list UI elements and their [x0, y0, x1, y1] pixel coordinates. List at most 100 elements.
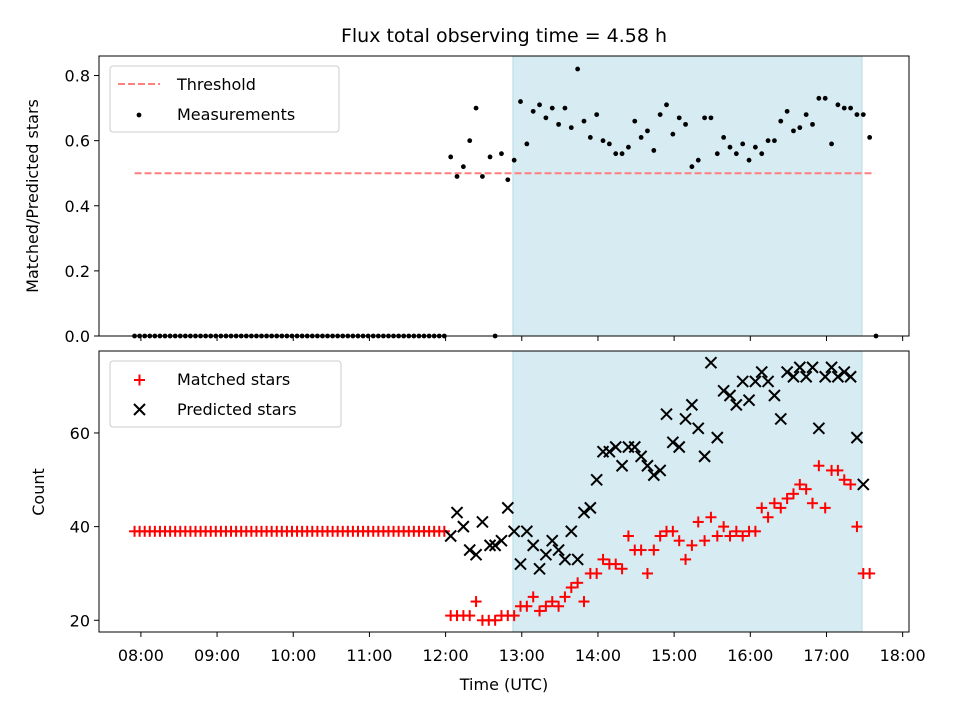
matched-stars-point	[737, 530, 749, 542]
count-panel: 20 40 60 08:00 09:00 10:00 11:00 12:00 13:00 14:…	[29, 350, 926, 694]
predicted-stars-point	[799, 370, 813, 383]
ratio-y-axis-label: Matched/Predicted stars	[23, 99, 42, 293]
measurements-point	[626, 144, 631, 150]
x-tick-label: 13:00	[499, 646, 545, 665]
matched-stars-point	[762, 511, 774, 523]
predicted-stars-point	[768, 389, 781, 402]
matched-stars-point	[597, 553, 609, 565]
measurements-point	[841, 105, 847, 111]
measurements-point	[587, 134, 593, 140]
matched-stars-point	[470, 596, 482, 608]
predicted-stars-point	[539, 548, 553, 561]
predicted-stars-point	[444, 529, 457, 543]
predicted-stars-point	[692, 422, 705, 435]
predicted-stars-point	[457, 520, 470, 533]
predicted-legend-marker	[133, 403, 146, 416]
measurements-point	[810, 121, 815, 127]
measurements-legend-marker	[136, 112, 142, 118]
x-tick-label: 10:00	[270, 646, 316, 665]
predicted-stars-point	[831, 370, 845, 383]
matched-legend-label: Matched stars	[177, 370, 290, 389]
measurements-point	[829, 141, 834, 147]
measurements-point	[746, 157, 752, 163]
measurements-legend-label: Measurements	[177, 105, 295, 124]
matched-stars-point	[673, 535, 685, 547]
predicted-stars-point	[546, 534, 559, 547]
predicted-stars-point	[806, 361, 819, 374]
matched-stars-point	[648, 544, 660, 556]
x-axis-label: Time (UTC)	[459, 675, 548, 694]
ratio-y-tick-label: 0.0	[65, 327, 90, 346]
measurements-point	[657, 112, 663, 118]
predicted-stars-point	[520, 525, 534, 538]
matched-stars-point	[699, 535, 711, 547]
ratio-legend-box	[109, 65, 340, 133]
predicted-stars-point	[844, 370, 857, 383]
measurements-point	[772, 138, 777, 144]
measurements-point	[670, 131, 676, 137]
measurements-point	[765, 138, 771, 144]
matched-legend-marker	[134, 374, 145, 386]
count-y-axis-label: Count	[29, 468, 48, 516]
count-legend-box	[109, 360, 342, 428]
predicted-stars-point	[653, 464, 667, 477]
predicted-stars-point	[507, 525, 521, 538]
x-tick-label: 11:00	[346, 646, 392, 665]
measurements-point	[556, 121, 561, 127]
matched-stars-point	[622, 530, 634, 542]
measurements-point	[581, 118, 587, 124]
measurements-point	[480, 174, 485, 179]
measurements-point	[778, 118, 784, 124]
matched-stars-point	[813, 460, 825, 472]
count-legend: Matched stars Predicted stars	[109, 360, 342, 428]
matched-stars-point	[572, 577, 584, 589]
predicted-stars-point	[609, 440, 622, 454]
measurements-point	[460, 164, 466, 170]
measurements-point	[740, 141, 746, 147]
matched-stars-point	[635, 544, 647, 556]
matched-stars-point	[692, 516, 704, 528]
matched-stars-point	[559, 591, 571, 603]
predicted-stars-point	[730, 398, 743, 412]
measurements-point	[575, 66, 581, 72]
measurements-point	[518, 99, 523, 104]
predicted-stars-point	[698, 450, 711, 463]
matched-stars-point	[800, 483, 812, 495]
x-tick-label: 08:00	[118, 646, 164, 665]
measurements-point	[651, 148, 657, 153]
measurements-point	[797, 125, 803, 131]
matched-stars-point	[508, 610, 520, 622]
measurements-point	[683, 121, 688, 127]
matched-stars-point	[546, 596, 558, 608]
measurements-point	[867, 134, 873, 140]
matched-stars-point	[654, 530, 666, 542]
chart-title: Flux total observing time = 4.58 h	[341, 25, 667, 47]
predicted-stars-point	[672, 440, 686, 454]
matched-stars-point	[787, 488, 799, 500]
predicted-stars-point	[584, 501, 597, 515]
ratio-y-tick-label: 0.8	[65, 67, 90, 86]
measurements-point	[695, 157, 701, 163]
measurements-point	[689, 164, 695, 170]
matched-stars-point	[565, 582, 577, 594]
predicted-stars-point	[558, 553, 572, 566]
matched-stars-point	[851, 521, 863, 533]
predicted-stars-point	[476, 515, 489, 529]
predicted-stars-point	[501, 501, 515, 515]
matched-stars-point	[749, 525, 761, 537]
predicted-stars-point	[780, 365, 794, 379]
matched-stars-point	[819, 502, 831, 514]
measurements-point	[594, 112, 600, 118]
measurements-point	[708, 115, 714, 121]
measurements-point	[676, 115, 682, 121]
matched-stars-point	[705, 511, 717, 523]
matched-stars-point	[711, 530, 723, 542]
predicted-stars-point	[679, 412, 692, 426]
measurements-point	[562, 105, 568, 111]
predicted-stars-point	[463, 543, 476, 557]
predicted-stars-point	[857, 478, 870, 491]
measurements-point	[613, 151, 619, 157]
matched-stars-point	[845, 478, 857, 490]
matched-stars-point	[667, 525, 679, 537]
predicted-stars-point	[787, 370, 800, 383]
